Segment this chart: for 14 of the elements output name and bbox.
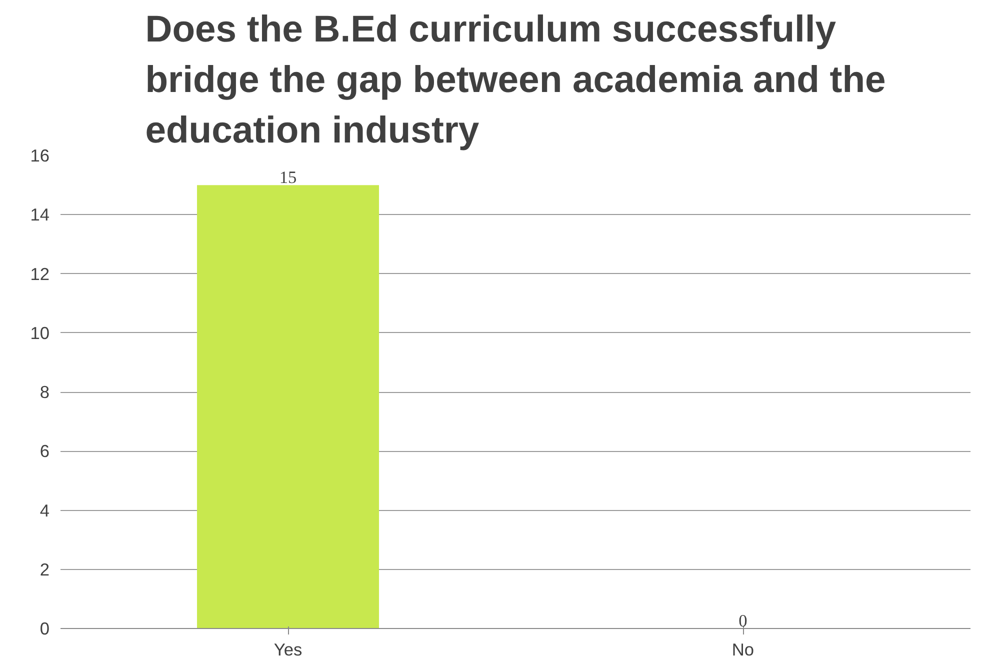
- y-tick-label: 16: [30, 146, 50, 166]
- chart-title: Does the B.Ed curriculum successfully bridge the gap between academia and the education industry: [145, 8, 886, 150]
- y-tick-label: 4: [40, 500, 50, 520]
- x-tick-label: Yes: [274, 640, 302, 660]
- y-tick-label: 8: [40, 382, 50, 402]
- y-tick-label: 2: [40, 559, 50, 580]
- data-label: 15: [279, 168, 297, 188]
- y-tick-label: 12: [30, 264, 50, 284]
- y-tick-label: 10: [30, 322, 50, 343]
- y-tick-label: 0: [40, 618, 50, 638]
- y-tick-label: 6: [40, 441, 50, 462]
- data-label: 0: [738, 612, 748, 630]
- y-tick-label: 14: [30, 204, 50, 225]
- x-tick-label: No: [732, 640, 754, 660]
